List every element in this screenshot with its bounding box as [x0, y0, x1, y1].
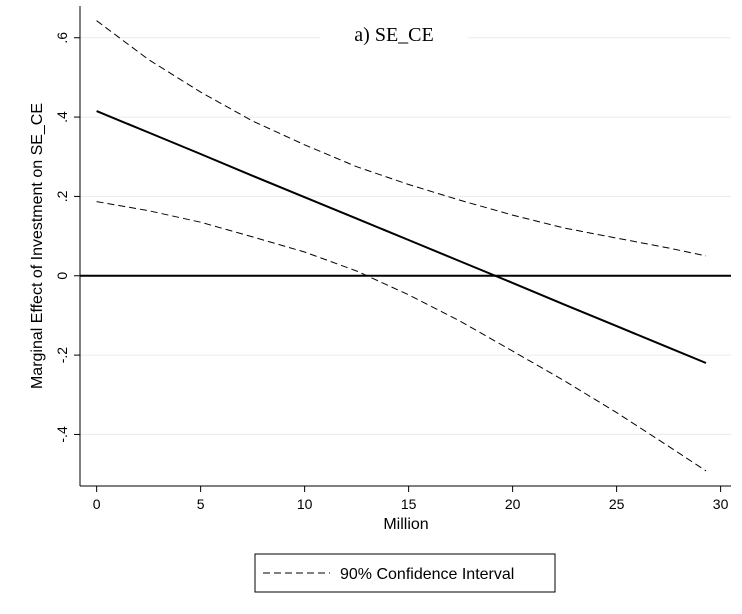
- chart-title-background: [320, 14, 468, 52]
- x-axis-title: Million: [383, 516, 428, 533]
- y-tick-label: -.2: [54, 347, 70, 364]
- chart-title: a) SE_CE: [354, 24, 433, 46]
- series-line-confidence-bound: [96, 201, 707, 472]
- y-tick-label: -.4: [54, 426, 70, 443]
- y-axis-title: Marginal Effect of Investment on SE_CE: [29, 103, 46, 389]
- y-tick-label: .6: [54, 32, 70, 44]
- legend: 90% Confidence Interval: [254, 553, 556, 593]
- x-tick-label: 10: [297, 496, 313, 512]
- series-line-marginal-effect: [96, 110, 707, 364]
- axis-layer: [79, 6, 731, 487]
- series-line-confidence-bound: [96, 20, 707, 257]
- y-tick-label: .4: [54, 111, 70, 123]
- series-layer: [80, 20, 731, 472]
- x-tick-label: 5: [197, 496, 205, 512]
- y-tick-label: 0: [54, 272, 70, 280]
- x-tick-label: 30: [713, 496, 729, 512]
- legend-box: [254, 553, 556, 593]
- legend-entry-label: 90% Confidence Interval: [340, 566, 514, 583]
- x-tick-label: 0: [93, 496, 101, 512]
- x-tick-label: 25: [609, 496, 625, 512]
- x-tick-label: 20: [505, 496, 521, 512]
- x-tick-label: 15: [401, 496, 417, 512]
- tick-layer: .6 .4 .2 0 -.2 -.4 0 5 10 15 20 25 30: [54, 32, 729, 512]
- y-tick-label: .2: [54, 190, 70, 202]
